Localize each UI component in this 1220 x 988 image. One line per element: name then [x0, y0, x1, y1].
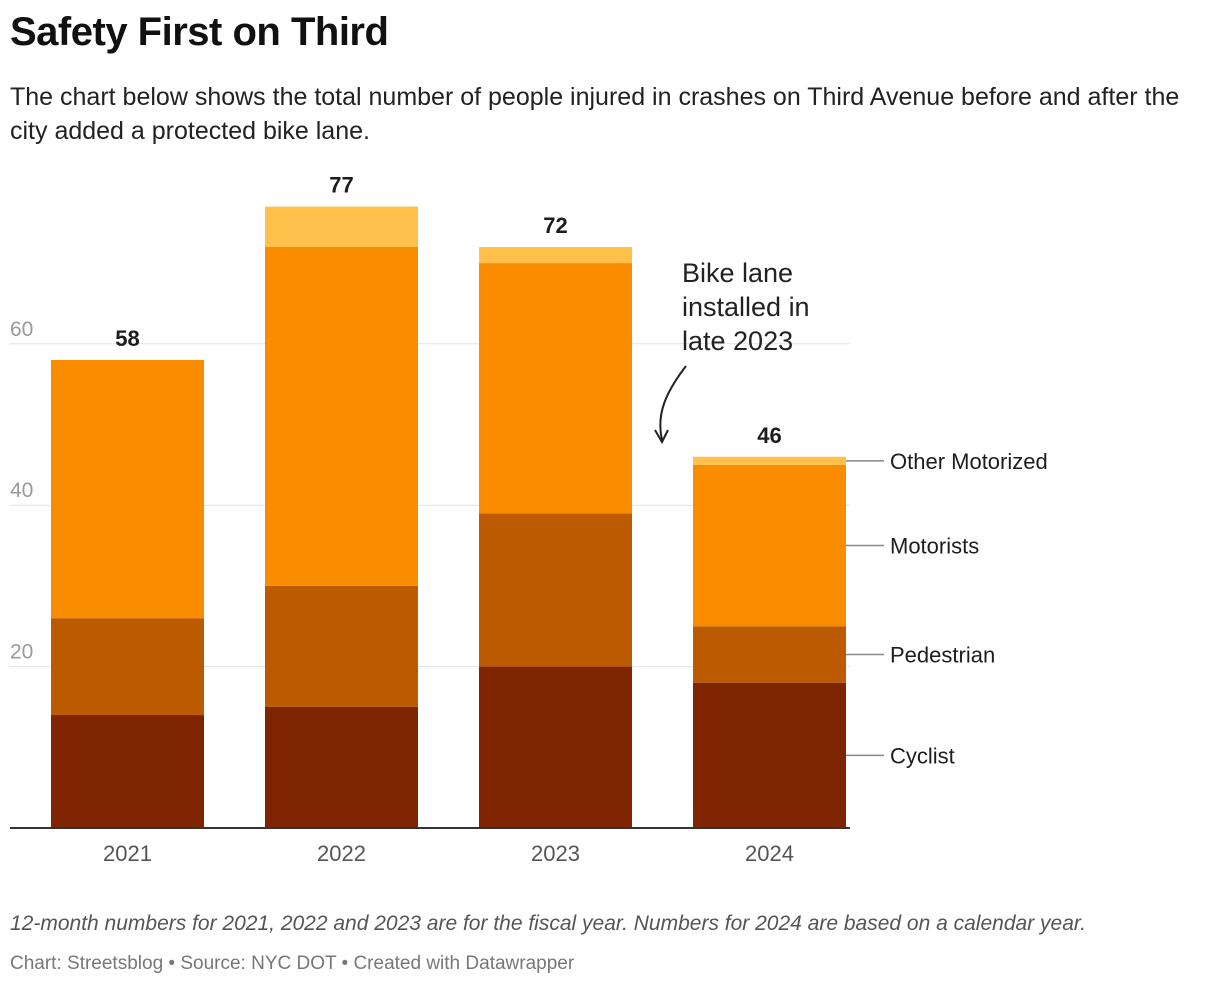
bar-2024-pedestrian [693, 626, 846, 683]
stacked-bar-chart: 20 40 60 58 77 72 46 2021 2022 2023 2024 Cyclist… [10, 173, 1048, 866]
chart-title: Safety First on Third [10, 10, 389, 54]
legend-label-pedestrian: Pedestrian [890, 642, 995, 667]
y-tick-label-40: 40 [10, 479, 33, 502]
annotation-line-1: Bike lane [682, 258, 793, 288]
bar-2022-motorists [265, 246, 418, 586]
bar-2022-pedestrian [265, 585, 418, 707]
bar-2023-other-motorized [479, 246, 632, 264]
legend-label-cyclist: Cyclist [890, 743, 955, 768]
x-tick-label-2023: 2023 [531, 841, 580, 866]
bar-2024-motorists [693, 464, 846, 627]
legend-label-other-motorized: Other Motorized [890, 449, 1048, 474]
bar-2023-cyclist [479, 666, 632, 828]
chart-byline: Chart: Streetsblog • Source: NYC DOT • C… [10, 953, 575, 974]
y-tick-label-60: 60 [10, 318, 33, 341]
chart-subtitle: The chart below shows the total number o… [10, 83, 1180, 145]
bar-2024-other-motorized [693, 456, 846, 465]
total-label-2022: 77 [329, 173, 353, 198]
bar-2022-cyclist [265, 706, 418, 828]
y-tick-label-20: 20 [10, 641, 33, 664]
bar-2021-pedestrian [51, 618, 204, 716]
annotation-arrowhead [654, 429, 669, 445]
bar-2023-pedestrian [479, 513, 632, 667]
legend-label-motorists: Motorists [890, 534, 979, 559]
total-label-2024: 46 [757, 423, 781, 448]
annotation: Bike lane installed in late 2023 [654, 258, 810, 445]
bar-2022-other-motorized [265, 206, 418, 247]
x-tick-label-2022: 2022 [317, 841, 366, 866]
annotation-line-3: late 2023 [682, 326, 793, 356]
total-label-2021: 58 [115, 326, 139, 351]
x-tick-label-2021: 2021 [103, 841, 152, 866]
x-tick-label-2024: 2024 [745, 841, 794, 866]
annotation-line-2: installed in [682, 292, 810, 322]
bar-2023-motorists [479, 263, 632, 514]
bar-2021-cyclist [51, 715, 204, 828]
bar-2021-motorists [51, 359, 204, 619]
bar-2024-cyclist [693, 682, 846, 828]
total-label-2023: 72 [543, 213, 567, 238]
chart-notes: 12-month numbers for 2021, 2022 and 2023… [10, 912, 1086, 935]
annotation-arrow [659, 365, 687, 441]
